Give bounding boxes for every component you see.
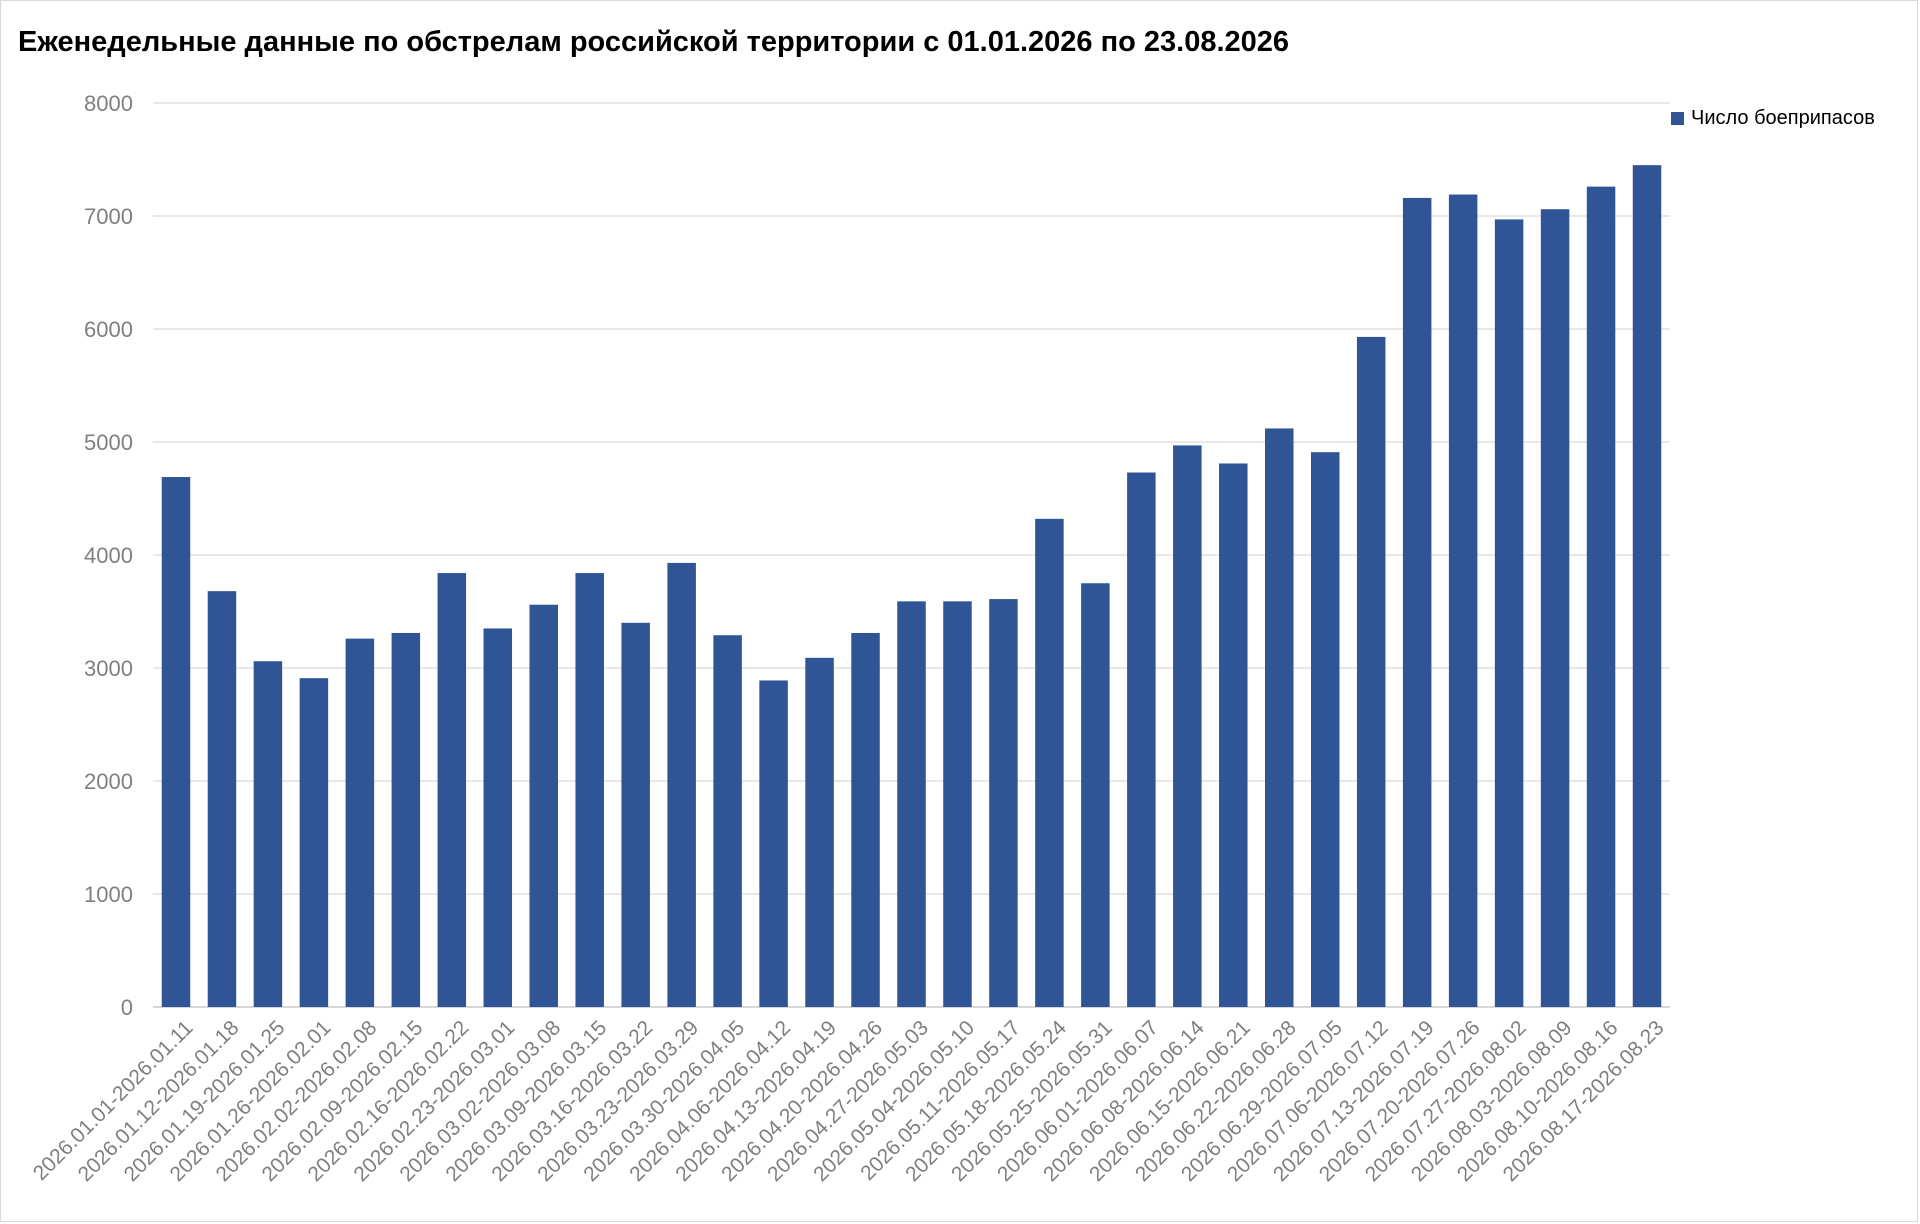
y-tick-label: 2000	[84, 769, 133, 794]
bar	[483, 628, 513, 1007]
y-tick-label: 5000	[84, 430, 133, 455]
y-tick-label: 0	[121, 995, 133, 1020]
bar	[805, 657, 834, 1007]
chart-title: Еженедельные данные по обстрелам российс…	[18, 26, 1290, 58]
bar	[1632, 165, 1662, 1007]
bar	[989, 599, 1018, 1007]
bar	[1219, 463, 1248, 1008]
bar	[161, 477, 191, 1007]
bar	[943, 601, 972, 1007]
bar	[1310, 452, 1340, 1007]
bar	[253, 661, 283, 1007]
bar	[851, 632, 880, 1007]
y-tick-label: 4000	[84, 543, 133, 568]
y-tick-label: 1000	[84, 882, 133, 907]
y-tick-label: 3000	[84, 656, 133, 681]
bar	[1402, 197, 1432, 1008]
legend-swatch	[1671, 112, 1684, 125]
bar	[1448, 194, 1478, 1007]
bars	[161, 165, 1662, 1008]
y-tick-label: 7000	[84, 204, 133, 229]
bar	[667, 562, 696, 1007]
bar	[897, 601, 926, 1007]
bar	[1586, 186, 1616, 1007]
bar	[529, 604, 558, 1007]
bar	[1081, 583, 1110, 1007]
bar	[391, 632, 421, 1007]
bar	[299, 678, 329, 1007]
bar	[759, 680, 788, 1007]
bar	[1035, 518, 1064, 1007]
bar	[1494, 219, 1524, 1007]
legend-label: Число боеприпасов	[1691, 107, 1875, 129]
bar	[437, 573, 467, 1007]
y-axis-ticks: 0 1000 2000 3000 4000 5000 6000 7000 8000	[84, 91, 133, 1020]
bar	[575, 573, 604, 1007]
bar	[1356, 336, 1386, 1007]
bar	[621, 622, 650, 1007]
y-tick-label: 8000	[84, 91, 133, 116]
bar	[345, 638, 375, 1007]
bar	[1127, 472, 1156, 1007]
chart-legend: Число боеприпасов	[1671, 107, 1875, 130]
bar	[1173, 445, 1202, 1007]
bar	[1540, 209, 1570, 1008]
bar	[207, 591, 237, 1007]
bar	[1265, 428, 1294, 1007]
y-tick-label: 6000	[84, 317, 133, 342]
bar	[713, 635, 742, 1007]
x-axis-ticks: 2026.01.01-2026.01.112026.01.12-2026.01.…	[29, 1016, 1669, 1186]
